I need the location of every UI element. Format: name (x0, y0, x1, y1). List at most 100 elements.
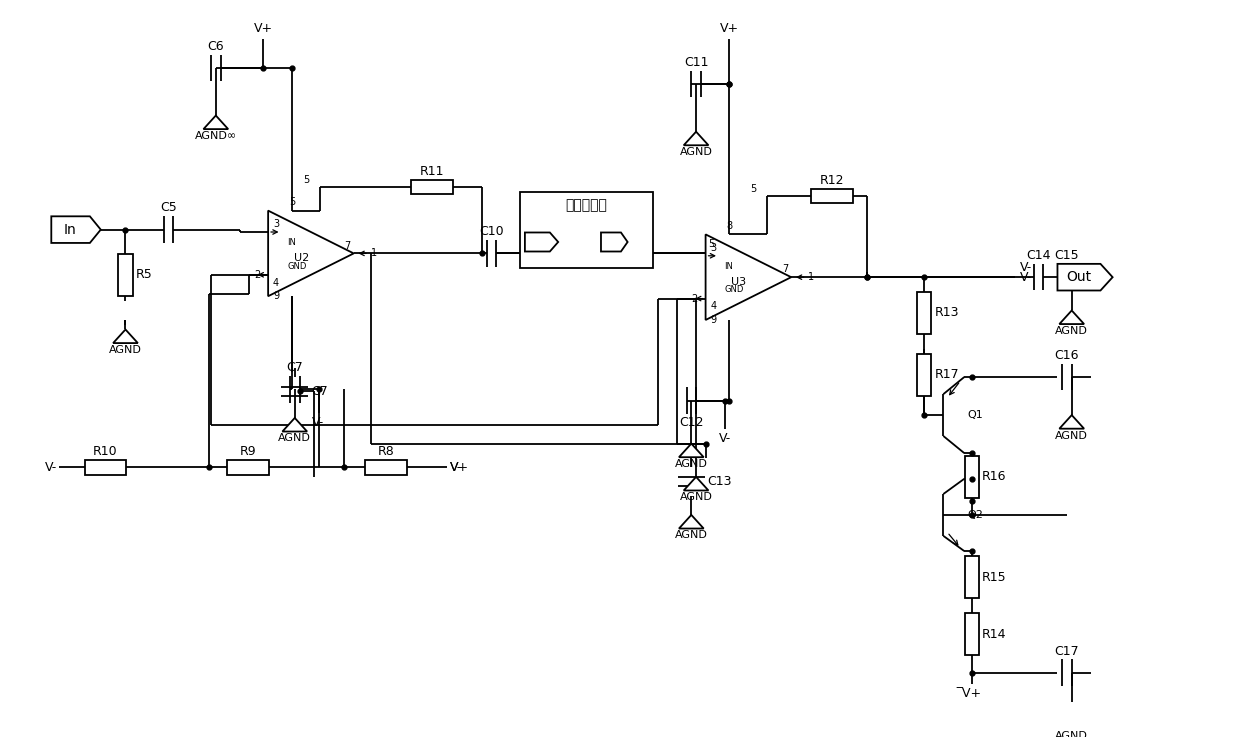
Bar (965, 456, 980, 497)
Text: R13: R13 (934, 307, 959, 319)
Polygon shape (1059, 415, 1084, 429)
Text: R5: R5 (135, 268, 153, 282)
Text: 5: 5 (303, 175, 309, 185)
Bar (118, 254, 133, 296)
Text: C14: C14 (1027, 249, 1050, 262)
Text: C16: C16 (1055, 349, 1079, 362)
Text: C17: C17 (1055, 645, 1079, 657)
Text: R12: R12 (820, 175, 844, 187)
Bar (520, 192, 653, 268)
Text: R17: R17 (934, 368, 959, 381)
Text: V-: V- (312, 416, 325, 429)
Text: C12: C12 (680, 416, 703, 429)
Text: V+: V+ (719, 21, 739, 35)
Text: AGND: AGND (680, 147, 713, 157)
Polygon shape (683, 477, 708, 491)
Bar (965, 613, 980, 655)
Polygon shape (680, 515, 703, 528)
Text: AGND: AGND (680, 492, 713, 503)
Polygon shape (51, 217, 100, 243)
Text: 5: 5 (750, 184, 756, 195)
Text: R10: R10 (93, 445, 118, 458)
Text: V-: V- (718, 432, 730, 445)
Text: C15: C15 (1055, 249, 1079, 262)
Text: 7: 7 (782, 265, 789, 274)
Text: AGND: AGND (1055, 731, 1089, 737)
Polygon shape (283, 418, 308, 432)
Text: In: In (63, 223, 77, 237)
Text: 3: 3 (711, 243, 717, 253)
Text: C11: C11 (683, 56, 708, 69)
Text: AGND: AGND (109, 345, 141, 355)
Text: AGND∞: AGND∞ (195, 131, 237, 141)
Polygon shape (1058, 264, 1112, 290)
Text: C7: C7 (286, 361, 303, 374)
Text: V+: V+ (254, 21, 273, 35)
Polygon shape (601, 232, 627, 251)
Text: V+: V+ (450, 461, 469, 474)
Text: 4: 4 (273, 278, 279, 287)
Text: V-: V- (450, 461, 463, 474)
Text: V-: V- (1019, 270, 1032, 284)
Text: R9: R9 (239, 445, 257, 458)
Bar (365, 460, 407, 475)
Text: C6: C6 (207, 40, 224, 53)
Text: 1: 1 (533, 236, 542, 248)
Text: R14: R14 (982, 628, 1007, 640)
Text: U2: U2 (294, 254, 309, 263)
Text: AGND: AGND (675, 459, 708, 469)
Text: C13: C13 (708, 475, 732, 488)
Text: V-: V- (45, 461, 57, 474)
Text: GND: GND (288, 262, 306, 270)
Text: Out: Out (1066, 270, 1091, 284)
Text: IN: IN (724, 262, 734, 271)
Text: 2: 2 (692, 293, 698, 304)
Polygon shape (1059, 716, 1084, 729)
Text: IN: IN (288, 238, 296, 247)
Text: Q1: Q1 (967, 410, 983, 420)
Text: AGND: AGND (1055, 326, 1089, 336)
Text: 2: 2 (254, 270, 260, 280)
Text: Q2: Q2 (967, 510, 983, 520)
Bar (227, 460, 269, 475)
Text: V-: V- (1019, 261, 1032, 274)
Text: R15: R15 (982, 570, 1007, 584)
Text: 9: 9 (273, 291, 279, 301)
Text: AGND: AGND (675, 531, 708, 540)
Text: 8: 8 (727, 220, 733, 231)
Text: R11: R11 (420, 165, 444, 178)
Polygon shape (113, 329, 138, 343)
Text: R16: R16 (982, 470, 1007, 483)
Polygon shape (683, 132, 708, 145)
Text: U3: U3 (732, 277, 746, 287)
Polygon shape (680, 444, 703, 457)
Bar (412, 180, 453, 194)
Text: GND: GND (724, 285, 744, 294)
Text: 4: 4 (711, 301, 717, 312)
Text: 1: 1 (808, 272, 815, 282)
Text: C5: C5 (160, 201, 176, 214)
Bar (84, 460, 126, 475)
Polygon shape (525, 232, 558, 251)
Bar (965, 556, 980, 598)
Bar (918, 354, 931, 396)
Text: AGND: AGND (278, 433, 311, 444)
Bar (811, 189, 853, 203)
Text: AGND: AGND (1055, 430, 1089, 441)
Text: 9: 9 (711, 315, 717, 325)
Text: C7: C7 (311, 385, 327, 398)
Text: 2: 2 (608, 236, 615, 248)
Polygon shape (203, 116, 228, 129)
Polygon shape (268, 211, 353, 296)
Text: 7: 7 (345, 240, 351, 251)
Bar (918, 292, 931, 334)
Text: ̅V+: ̅V+ (962, 687, 981, 700)
Polygon shape (1059, 310, 1084, 324)
Text: 带通滤波器: 带通滤波器 (565, 198, 608, 212)
Text: C10: C10 (480, 226, 503, 238)
Text: 3: 3 (273, 219, 279, 229)
Polygon shape (706, 234, 791, 320)
Text: 5: 5 (708, 239, 714, 249)
Text: R8: R8 (378, 445, 394, 458)
Text: 1: 1 (371, 248, 377, 259)
